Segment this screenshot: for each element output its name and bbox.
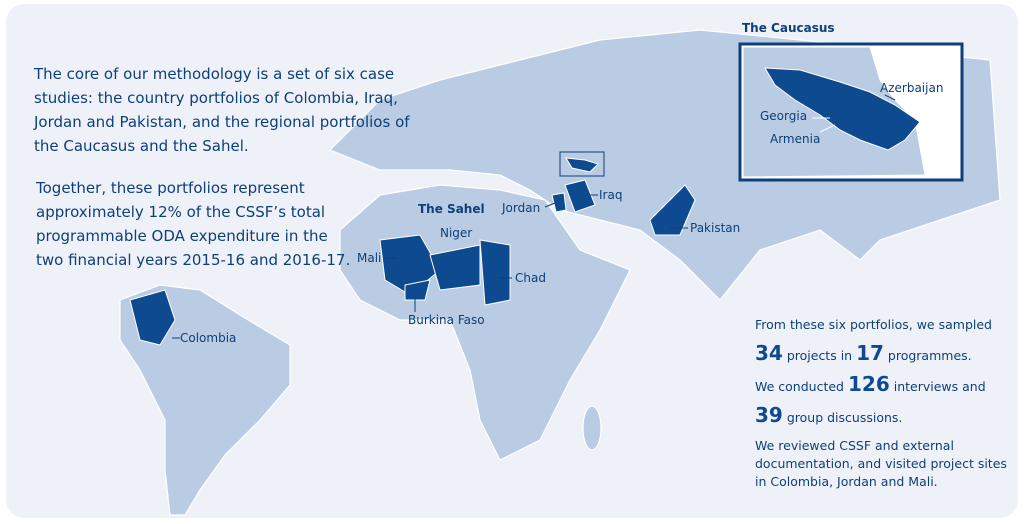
country-label: Chad [515,271,546,285]
chad [479,239,511,306]
text-line: two financial years 2015-16 and 2016-17. [36,251,351,269]
country-label: Georgia [760,109,807,123]
text-line: the Caucasus and the Sahel. [34,137,249,155]
leader [884,94,896,101]
niger [429,244,481,291]
country-label: Colombia [180,331,236,345]
inset-caucasus [764,67,921,151]
stat-line: We reviewed CSSF and external documentati… [755,437,1007,491]
text-line: studies: the country portfolios of Colom… [34,89,398,107]
text-line: documentation, and visited project sites [755,456,1007,471]
text-line: We reviewed CSSF and external [755,438,954,453]
stat-text: We conducted [755,379,844,394]
country-label: Pakistan [690,221,740,235]
stat-line: From these six portfolios, we sampled [755,317,992,332]
country-label: Niger [440,226,472,240]
text-line: Together, these portfolios represent [36,179,305,197]
intro-paragraph: The core of our methodology is a set of … [34,62,410,158]
leader [819,124,836,133]
iraq [564,179,596,213]
stats: From these six portfolios, we sampled 34… [755,316,1007,501]
colombia [129,289,176,346]
caucasus-marker [559,151,605,177]
stat-number: 39 [755,403,783,427]
country-label: Mali [357,251,381,265]
caucasus-small [565,157,599,173]
south-america [119,284,291,516]
text-line: in Colombia, Jordan and Mali. [755,474,938,489]
stat-line: 34 projects in 17 programmes. [755,341,1007,365]
stat-text: projects in [786,348,853,363]
stat-number: 34 [755,341,783,365]
text-line: programmable ODA expenditure in the [36,227,328,245]
region-label: The Sahel [418,202,485,216]
country-label: Jordan [501,201,540,215]
stat-text: group discussions. [786,410,903,425]
text-line: The core of our methodology is a set of … [34,65,395,83]
country-label: Burkina Faso [408,313,485,327]
text-line: approximately 12% of the CSSF’s total [36,203,326,221]
country-label: Armenia [770,132,820,146]
pakistan [649,184,696,236]
inset-title: The Caucasus [742,21,835,35]
jordan [551,192,567,213]
stat-number: 17 [856,341,884,365]
intro-paragraph: Together, these portfolios represent app… [36,176,350,272]
stat-text: programmes. [887,348,972,363]
madagascar [582,405,602,451]
burkina-faso [404,279,431,301]
country-label: Iraq [599,188,622,202]
stat-number: 126 [847,372,890,396]
stat-text: interviews and [893,379,986,394]
text-line: Jordan and Pakistan, and the regional po… [34,113,410,131]
stat-line: 39 group discussions. [755,403,1007,427]
stat-line: We conducted 126 interviews and [755,372,1007,396]
leader [544,202,556,208]
country-label: Azerbaijan [880,81,943,95]
inset: Azerbaijan Georgia Armenia [738,42,964,182]
